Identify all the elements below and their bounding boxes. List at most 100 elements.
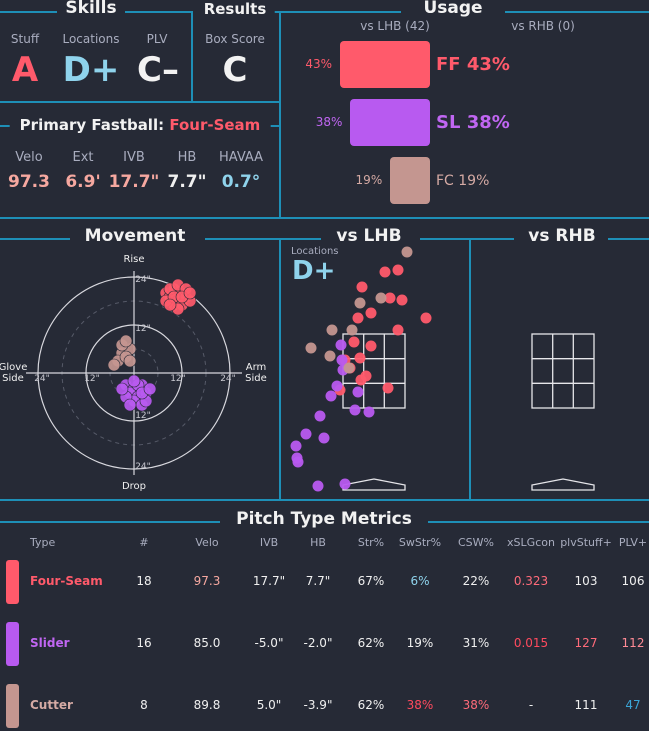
fastball-value-ivb: 17.7" [108,172,160,192]
home-plate-rhb [531,478,595,491]
metrics-type-four-seam: Four-Seam [30,574,103,588]
skill-grade-stuff: A [11,50,39,90]
metrics-cell-hb: -2.0" [303,636,333,650]
location-point-slider [314,410,326,422]
locations-grade: D+ [292,256,336,286]
divider-h-lower [0,499,649,501]
metrics-cell-plvstuff: 103 [574,574,598,588]
divider-v-skills-results [191,11,193,102]
divider-movement-left [0,238,70,240]
location-point-four-seam [392,264,404,276]
metrics-cell-plvstuff: 111 [574,698,598,712]
metrics-header-hb: HB [310,536,326,549]
section-title-skills: Skills [57,0,125,18]
fastball-label-ivb: IVB [123,150,145,165]
metrics-header-velo: Velo [195,536,219,549]
divider-top-right [505,11,649,13]
metrics-cell-ivb: -5.0" [254,636,284,650]
metrics-header-plvstuff: plvStuff+ [560,536,612,549]
divider-v-left-right [279,11,281,218]
lhb-points [290,246,432,492]
metrics-swatch-cutter [6,684,19,728]
section-title-results: Results [195,0,275,18]
metrics-cell-: 8 [140,698,148,712]
location-point-cutter [375,292,387,304]
divider-h-mid [0,217,649,219]
metrics-cell-xslgcon: - [528,698,534,712]
ring-label-bottom-12: 12" [135,411,151,421]
location-point-cutter [324,350,336,362]
results-grade-box-score: C [222,50,248,90]
location-point-slider [335,339,347,351]
metrics-type-cutter: Cutter [30,698,73,712]
location-point-four-seam [396,294,408,306]
location-point-cutter [305,342,317,354]
metrics-cell-str: 62% [357,636,385,650]
metrics-cell-swstr: 6% [410,574,430,588]
movement-grid [26,271,242,475]
usage-bar-label-sl: SL 38% [436,112,510,133]
ring-label-bottom-24: 24" [135,462,151,472]
movement-point-slider [123,398,137,412]
location-point-slider [318,432,330,444]
location-point-four-seam [392,324,404,336]
location-point-four-seam [384,292,396,304]
movement-point-cutter [107,358,121,372]
metrics-swatch-four-seam [6,560,19,604]
movement-point-cutter [123,354,137,368]
location-point-slider [349,404,361,416]
ring-label-left-24: 24" [34,374,50,384]
movement-label-glove: Glove [0,362,27,373]
skill-grade-plv: C– [137,50,179,90]
metrics-cell-plvstuff: 127 [574,636,598,650]
metrics-cell-hb: 7.7" [305,574,331,588]
metrics-cell-csw: 31% [462,636,490,650]
location-point-slider [336,354,348,366]
metrics-header-str: Str% [357,536,385,549]
location-point-cutter [354,297,366,309]
location-point-cutter [401,246,413,258]
usage-pct-fc: 19% [355,173,383,187]
divider-v-lhb-rhb [469,238,471,500]
primary-fastball-pitch: Four-Seam [169,116,261,134]
strike-zone-rhb [531,333,595,409]
location-point-slider [331,380,343,392]
divider-movement-right [205,238,321,240]
metrics-cell-plv: 106 [621,574,645,588]
location-point-four-seam [382,382,394,394]
location-point-four-seam [354,352,366,364]
fastball-value-hb: 7.7" [167,172,207,192]
metrics-header-plv: PLV+ [618,536,648,549]
section-title-vs-rhb: vs RHB [520,226,604,246]
movement-points [107,278,197,412]
metrics-header-csw: CSW% [458,536,494,549]
movement-chart: Rise Drop Glove Side Arm Side 24" 12" 12… [0,254,267,492]
metrics-header-ivb: IVB [259,536,279,549]
location-point-four-seam [365,307,377,319]
movement-point-four-seam [183,286,197,300]
section-title-metrics: Pitch Type Metrics [228,509,420,529]
fastball-label-velo: Velo [15,150,43,165]
section-title-movement: Movement [76,226,194,246]
location-point-slider [352,386,364,398]
metrics-cell-swstr: 19% [406,636,434,650]
usage-bar-sl [350,99,430,146]
divider-top-left [0,11,57,13]
metrics-cell-str: 67% [357,574,385,588]
usage-bar-fc [390,157,430,204]
usage-header-lhb: vs LHB (42) [360,19,430,33]
metrics-cell-xslgcon: 0.323 [513,574,549,588]
usage-bar-label-fc: FC 19% [436,173,490,189]
movement-point-cutter [119,334,133,348]
metrics-header-: # [139,536,149,549]
divider-v-movement-lhb [279,238,281,500]
locations-label: Locations [291,246,339,257]
metrics-cell-: 18 [136,574,152,588]
location-point-four-seam [379,266,391,278]
location-point-four-seam [420,312,432,324]
ring-label-top-12: 12" [135,324,151,334]
usage-bar-label-ff: FF 43% [436,54,510,75]
ring-label-right-24: 24" [220,374,236,384]
usage-pct-ff: 43% [305,57,332,71]
skill-label-stuff: Stuff [10,32,40,46]
